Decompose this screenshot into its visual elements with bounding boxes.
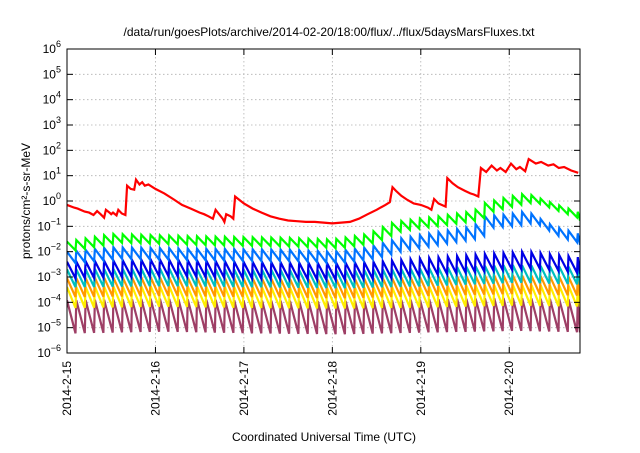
y-tick-label: 10−2 xyxy=(37,242,61,259)
y-tick-label: 10−3 xyxy=(37,267,61,284)
series-line-6 xyxy=(67,274,580,299)
series-line-4 xyxy=(67,247,580,284)
x-tick-label: 2014-2-15 xyxy=(60,361,74,416)
series-line-3 xyxy=(67,208,580,267)
series-line-1 xyxy=(67,157,579,226)
y-tick-label: 100 xyxy=(43,191,61,208)
x-axis-label: Coordinated Universal Time (UTC) xyxy=(232,430,416,444)
y-axis-label: protons/cm²-s-sr-MeV xyxy=(19,143,33,259)
x-tick-label: 2014-2-18 xyxy=(325,361,339,416)
y-tick-label: 102 xyxy=(43,140,61,157)
y-tick-label: 10−1 xyxy=(37,216,61,233)
x-tick-label: 2014-2-19 xyxy=(414,361,428,416)
series-layer xyxy=(67,157,580,335)
y-tick-label: 10−6 xyxy=(37,343,61,360)
y-tick-label: 10−4 xyxy=(37,292,61,309)
series-line-2 xyxy=(67,191,580,253)
y-tick-label: 101 xyxy=(43,166,61,183)
plot-frame xyxy=(66,48,581,354)
x-tick-label: 2014-2-17 xyxy=(237,361,251,416)
x-tick-label: 2014-2-16 xyxy=(148,361,162,416)
y-tick-label: 103 xyxy=(43,115,61,132)
y-tick-label: 105 xyxy=(43,64,61,81)
y-tick-label: 10−5 xyxy=(37,318,61,335)
chart-title: /data/run/goesPlots/archive/2014-02-20/1… xyxy=(124,25,536,39)
y-tick-label: 104 xyxy=(43,90,61,107)
x-tick-label: 2014-2-20 xyxy=(502,361,516,416)
series-line-8 xyxy=(67,297,580,335)
y-tick-label: 106 xyxy=(43,39,61,56)
axes: 10−6 10−5 10−4 10−3 10−2 10−1 100 101 102 103 104 1… xyxy=(37,39,581,416)
